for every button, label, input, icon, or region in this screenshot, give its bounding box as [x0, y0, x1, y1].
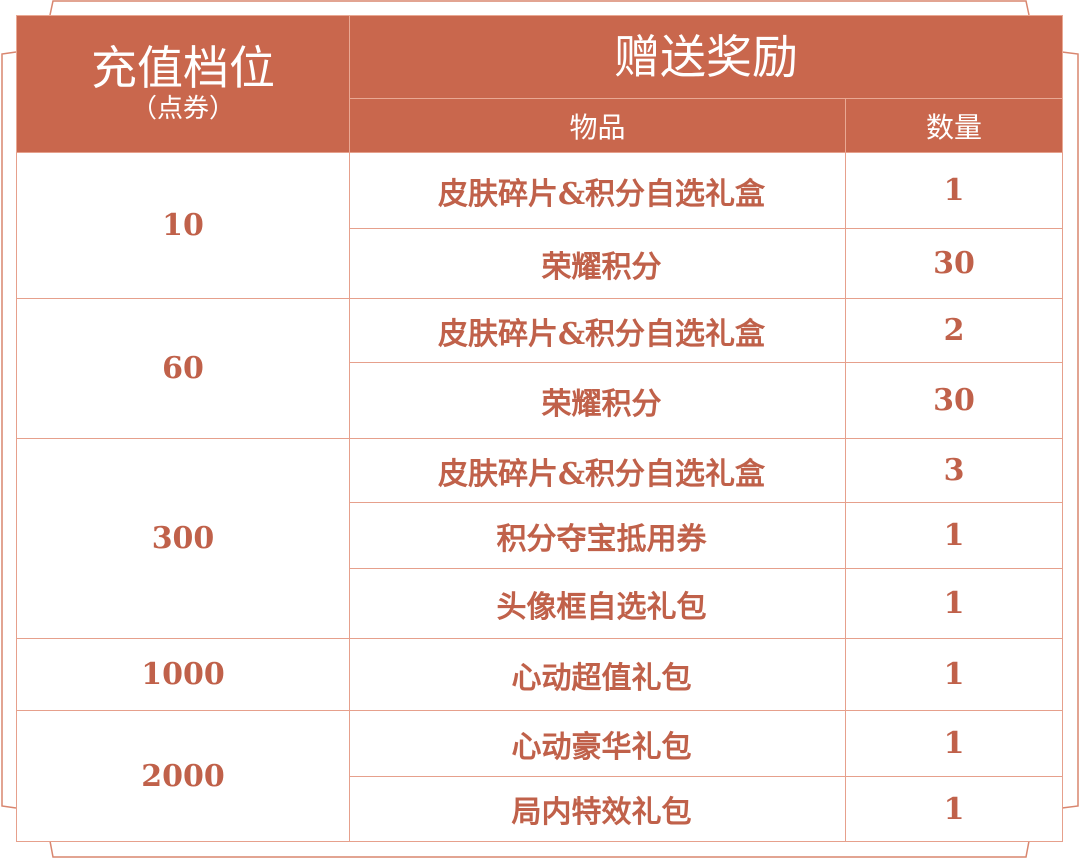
- tier-amount-cell: 300: [16, 438, 350, 639]
- reward-item-cell: 皮肤碎片&积分自选礼盒: [349, 152, 846, 229]
- reward-item-cell: 荣耀积分: [349, 362, 846, 439]
- reward-qty-cell: 1: [845, 152, 1063, 229]
- reward-item-cell: 积分夺宝抵用券: [349, 502, 846, 569]
- reward-item-cell: 心动超值礼包: [349, 638, 846, 711]
- tier-header-unit: （点券）: [130, 93, 235, 124]
- reward-qty-cell: 1: [845, 638, 1063, 711]
- reward-header: 赠送奖励: [349, 15, 1063, 99]
- qty-column-label: 数量: [925, 110, 982, 144]
- reward-item-cell: 皮肤碎片&积分自选礼盒: [349, 298, 846, 363]
- reward-qty-cell: 1: [845, 568, 1063, 639]
- reward-qty-cell: 1: [845, 502, 1063, 569]
- tier-header-title: 充值档位: [91, 41, 275, 96]
- item-column-label: 物品: [569, 110, 626, 144]
- tier-amount-cell: 60: [16, 298, 350, 439]
- tier-amount-cell: 2000: [16, 710, 350, 842]
- reward-item-cell: 皮肤碎片&积分自选礼盒: [349, 438, 846, 503]
- reward-qty-cell: 2: [845, 298, 1063, 363]
- reward-qty-cell: 3: [845, 438, 1063, 503]
- reward-item-cell: 荣耀积分: [349, 228, 846, 299]
- qty-column-header: 数量: [845, 98, 1063, 153]
- reward-qty-cell: 1: [845, 710, 1063, 777]
- tier-amount-cell: 1000: [16, 638, 350, 711]
- reward-item-cell: 头像框自选礼包: [349, 568, 846, 639]
- reward-header-title: 赠送奖励: [614, 29, 798, 84]
- reward-item-cell: 局内特效礼包: [349, 776, 846, 842]
- item-column-header: 物品: [349, 98, 846, 153]
- reward-qty-cell: 30: [845, 228, 1063, 299]
- reward-qty-cell: 1: [845, 776, 1063, 842]
- tier-header: 充值档位 （点券）: [16, 15, 350, 153]
- tier-amount-cell: 10: [16, 152, 350, 299]
- reward-item-cell: 心动豪华礼包: [349, 710, 846, 777]
- reward-qty-cell: 30: [845, 362, 1063, 439]
